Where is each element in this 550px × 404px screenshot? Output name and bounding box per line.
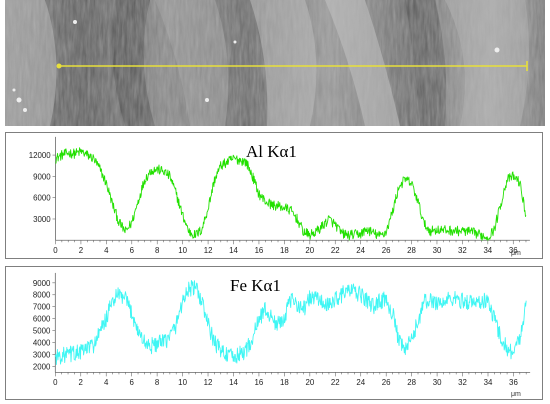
sem-texture: [5, 0, 545, 126]
fe-y-tick-label: 6000: [33, 315, 51, 324]
fe-x-tick-label: 12: [204, 378, 213, 387]
fe-x-tick-label: 16: [255, 378, 264, 387]
al-chart-title: Al Kα1: [246, 142, 297, 161]
al-x-tick-label: 26: [382, 246, 391, 255]
al-x-tick-label: 2: [79, 246, 83, 255]
fe-x-tick-label: 6: [129, 378, 134, 387]
fe-x-tick-label: 24: [356, 378, 365, 387]
sem-particles: [12, 20, 500, 112]
al-profile-chart: 0 2 4 6 8 10 12 14 16 18 20 22 24 26 28 30 32 34 363000600…: [29, 136, 530, 255]
fe-x-tick-label: 4: [104, 378, 109, 387]
al-x-tick-label: 4: [104, 246, 109, 255]
al-x-tick-label: 28: [407, 246, 416, 255]
al-x-tick-label: 0: [53, 246, 58, 255]
fe-x-tick-label: 0: [53, 378, 58, 387]
fe-x-tick-label: 26: [382, 378, 391, 387]
fe-y-tick-label: 9000: [33, 279, 51, 288]
al-x-tick-label: 32: [458, 246, 467, 255]
fe-y-tick-label: 7000: [33, 303, 51, 312]
al-x-tick-label: 14: [229, 246, 238, 255]
sem-micrograph: [5, 0, 545, 126]
fe-x-tick-label: 20: [305, 378, 314, 387]
al-y-tick-label: 3000: [33, 215, 51, 224]
fe-y-tick-label: 2000: [33, 362, 51, 371]
al-x-tick-label: 34: [483, 246, 492, 255]
fe-x-tick-label: 22: [331, 378, 340, 387]
fe-x-tick-label: 10: [178, 378, 187, 387]
fe-profile-chart: 0 2 4 6 8 10 12 14 16 18 20 22 24 26 28 30 32 34 362000300…: [33, 272, 531, 387]
al-x-tick-label: 24: [356, 246, 365, 255]
al-y-tick-label: 12000: [29, 151, 51, 160]
fe-x-unit-label: μm: [511, 391, 521, 398]
al-x-tick-label: 20: [305, 246, 314, 255]
al-x-tick-label: 10: [178, 246, 187, 255]
fe-x-tick-label: 2: [79, 378, 83, 387]
fe-x-tick-label: 18: [280, 378, 289, 387]
fe-x-tick-label: 14: [229, 378, 238, 387]
al-x-tick-label: 36: [509, 246, 518, 255]
al-x-tick-label: 12: [204, 246, 213, 255]
fe-y-tick-label: 3000: [33, 350, 51, 359]
al-y-tick-label: 9000: [33, 172, 51, 181]
fe-x-tick-label: 28: [407, 378, 416, 387]
fe-x-tick-label: 30: [433, 378, 442, 387]
fe-y-tick-label: 5000: [33, 327, 51, 336]
fe-x-tick-label: 32: [458, 378, 467, 387]
fe-y-tick-label: 4000: [33, 338, 51, 347]
scan-line: [56, 61, 528, 71]
al-x-tick-label: 18: [280, 246, 289, 255]
fe-x-tick-label: 34: [484, 378, 493, 387]
fe-profile-line: [54, 280, 527, 365]
al-x-tick-label: 30: [433, 246, 442, 255]
al-x-unit-label: μm: [511, 250, 521, 257]
fe-profile-panel: 0 2 4 6 8 10 12 14 16 18 20 22 24 26 28 30 32 34 36 2000 300…: [5, 266, 543, 400]
fe-x-tick-label: 36: [509, 378, 518, 387]
al-y-tick-label: 6000: [33, 194, 51, 203]
al-x-tick-label: 8: [155, 246, 160, 255]
al-x-tick-label: 6: [130, 246, 135, 255]
fe-y-tick-label: 8000: [33, 291, 51, 300]
al-x-tick-label: 22: [331, 246, 340, 255]
scan-line-start-marker: [56, 63, 62, 69]
al-profile-line: [55, 147, 527, 241]
al-profile-panel: 0 2 4 6 8 10 12 14 16 18 20 22 24 26 28 30 32 34 36 3000 600…: [5, 132, 543, 259]
fe-x-tick-label: 8: [155, 378, 160, 387]
al-x-tick-label: 16: [255, 246, 264, 255]
fe-chart-title: Fe Kα1: [230, 276, 281, 295]
